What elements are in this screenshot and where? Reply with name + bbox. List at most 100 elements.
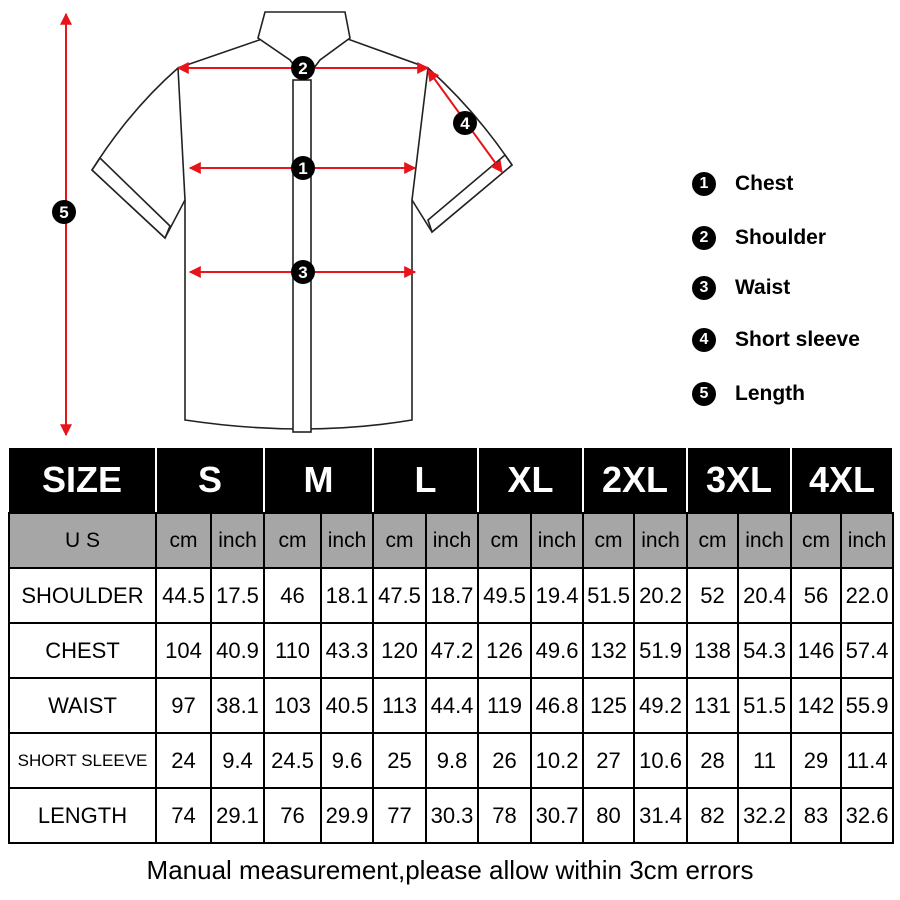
legend-item-chest: 1 Chest (692, 172, 793, 196)
legend-item-shoulder: 2 Shoulder (692, 226, 826, 250)
inch-value: 43.3 (320, 622, 375, 679)
unit-cm: cm (155, 512, 212, 569)
svg-text:3: 3 (298, 263, 307, 282)
cm-value: 97 (155, 677, 212, 734)
inch-value: 57.4 (840, 622, 895, 679)
marker-1: 1 (291, 156, 315, 180)
table-row: LENGTH 74 29.1 76 29.9 77 30.3 78 30.7 80 31.4 82 32… (8, 787, 895, 844)
cm-value: 80 (582, 787, 636, 844)
inch-value: 20.2 (633, 567, 689, 624)
legend-item-short-sleeve: 4 Short sleeve (692, 328, 860, 352)
cm-value: 46 (263, 567, 323, 624)
cm-value: 25 (372, 732, 428, 789)
inch-value: 18.7 (425, 567, 480, 624)
svg-text:2: 2 (298, 59, 307, 78)
cm-value: 126 (477, 622, 533, 679)
cm-value: 110 (263, 622, 323, 679)
inch-value: 44.4 (425, 677, 480, 734)
cm-value: 138 (686, 622, 740, 679)
inch-value: 46.8 (530, 677, 585, 734)
inch-value: 9.4 (209, 732, 266, 789)
unit-inch: inch (320, 512, 375, 569)
cm-value: 120 (372, 622, 428, 679)
cm-value: 125 (582, 677, 636, 734)
inch-value: 32.6 (840, 787, 895, 844)
inch-value: 55.9 (840, 677, 895, 734)
inch-value: 11 (737, 732, 793, 789)
inch-value: 29.1 (209, 787, 266, 844)
cm-value: 76 (263, 787, 323, 844)
table-row: CHEST 104 40.9 110 43.3 120 47.2 126 49.6 132 51.9… (8, 622, 895, 679)
cm-value: 49.5 (477, 567, 533, 624)
marker-3: 3 (291, 260, 315, 284)
inch-value: 29.9 (320, 787, 375, 844)
row-label: LENGTH (8, 787, 157, 844)
row-label: WAIST (8, 677, 157, 734)
unit-inch: inch (425, 512, 480, 569)
inch-value: 19.4 (530, 567, 585, 624)
legend-label: Waist (735, 276, 791, 299)
number-badge: 2 (692, 226, 716, 250)
inch-value: 47.2 (425, 622, 480, 679)
cm-value: 78 (477, 787, 533, 844)
table-row: WAIST 97 38.1 103 40.5 113 44.4 119 46.8 125 49.2 1… (8, 677, 895, 734)
row-label: SHORT SLEEVE (8, 732, 157, 789)
legend-item-length: 5 Length (692, 382, 805, 406)
cm-value: 26 (477, 732, 533, 789)
svg-text:5: 5 (59, 203, 68, 222)
inch-value: 40.9 (209, 622, 266, 679)
cm-value: 77 (372, 787, 428, 844)
cm-value: 142 (790, 677, 843, 734)
unit-inch: inch (840, 512, 895, 569)
cm-value: 131 (686, 677, 740, 734)
inch-value: 18.1 (320, 567, 375, 624)
cm-value: 119 (477, 677, 533, 734)
cm-value: 132 (582, 622, 636, 679)
inch-value: 51.9 (633, 622, 689, 679)
size-3xl: 3XL (687, 448, 793, 514)
cm-value: 104 (155, 622, 212, 679)
unit-cm: cm (263, 512, 323, 569)
cm-value: 82 (686, 787, 740, 844)
unit-cm: cm (372, 512, 428, 569)
cm-value: 24 (155, 732, 212, 789)
number-badge: 5 (692, 382, 716, 406)
unit-inch: inch (530, 512, 585, 569)
row-label: SHOULDER (8, 567, 157, 624)
svg-text:4: 4 (460, 114, 470, 133)
table-row: SHORT SLEEVE 24 9.4 24.5 9.6 25 9.8 26 10.2 27 10.… (8, 732, 895, 789)
inch-value: 49.6 (530, 622, 585, 679)
marker-2: 2 (291, 56, 315, 80)
size-header: SIZE (9, 448, 157, 514)
marker-5: 5 (52, 200, 76, 224)
number-badge: 1 (692, 172, 716, 196)
inch-value: 30.3 (425, 787, 480, 844)
inch-value: 10.2 (530, 732, 585, 789)
unit-cm: cm (686, 512, 740, 569)
unit-inch: inch (209, 512, 266, 569)
measurement-note: Manual measurement,please allow within 3… (146, 855, 754, 885)
legend-label: Short sleeve (735, 328, 860, 351)
inch-value: 22.0 (840, 567, 895, 624)
number-badge: 3 (692, 276, 716, 300)
units-label: U S (8, 512, 157, 569)
table-row: SHOULDER 44.5 17.5 46 18.1 47.5 18.7 49.5 19.4 51… (8, 567, 895, 624)
size-header-row: SIZE S M L XL 2XL 3XL 4XL (9, 448, 895, 514)
size-s: S (156, 448, 266, 514)
cm-value: 83 (790, 787, 843, 844)
cm-value: 28 (686, 732, 740, 789)
cm-value: 74 (155, 787, 212, 844)
inch-value: 38.1 (209, 677, 266, 734)
cm-value: 56 (790, 567, 843, 624)
marker-4: 4 (453, 111, 477, 135)
unit-inch: inch (737, 512, 793, 569)
inch-value: 54.3 (737, 622, 793, 679)
inch-value: 32.2 (737, 787, 793, 844)
cm-value: 47.5 (372, 567, 428, 624)
unit-cm: cm (582, 512, 636, 569)
inch-value: 17.5 (209, 567, 266, 624)
size-l: L (373, 448, 480, 514)
size-2xl: 2XL (583, 448, 689, 514)
